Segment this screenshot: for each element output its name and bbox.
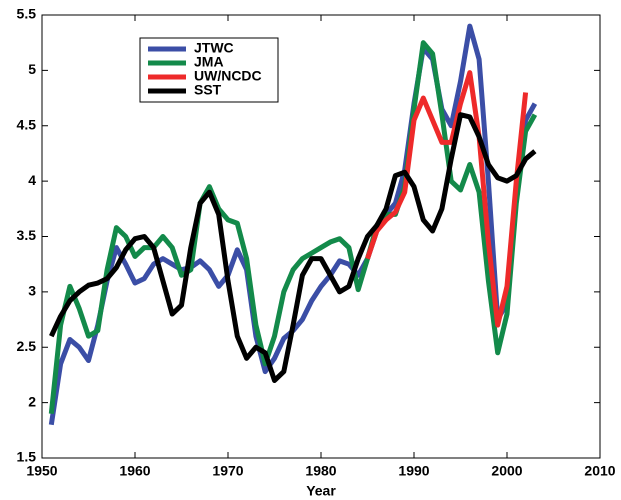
legend-label: JMA — [194, 54, 224, 70]
y-tick-label: 4.5 — [17, 116, 37, 132]
legend-label: SST — [194, 82, 222, 98]
x-tick-label: 1990 — [398, 463, 429, 479]
x-tick-label: 1980 — [305, 463, 336, 479]
y-tick-label: 5.5 — [17, 6, 37, 22]
x-axis-label: Year — [306, 483, 336, 499]
legend-label: UW/NCDC — [194, 68, 262, 84]
y-tick-label: 5 — [28, 61, 36, 77]
y-tick-label: 2 — [28, 393, 36, 409]
y-tick-label: 4 — [28, 172, 36, 188]
series-line — [49, 112, 537, 383]
series-line — [48, 40, 538, 414]
series-line — [365, 70, 529, 328]
y-tick-label: 1.5 — [17, 449, 37, 465]
x-tick-label: 1950 — [26, 463, 57, 479]
legend-label: JTWC — [194, 40, 234, 56]
x-tick-label: 1960 — [119, 463, 150, 479]
x-tick-label: 2010 — [584, 463, 615, 479]
x-tick-label: 2000 — [491, 463, 522, 479]
x-tick-label: 1970 — [212, 463, 243, 479]
y-tick-label: 3 — [28, 283, 36, 299]
y-tick-label: 3.5 — [17, 227, 37, 243]
y-tick-label: 2.5 — [17, 338, 37, 354]
series-line — [48, 23, 538, 426]
